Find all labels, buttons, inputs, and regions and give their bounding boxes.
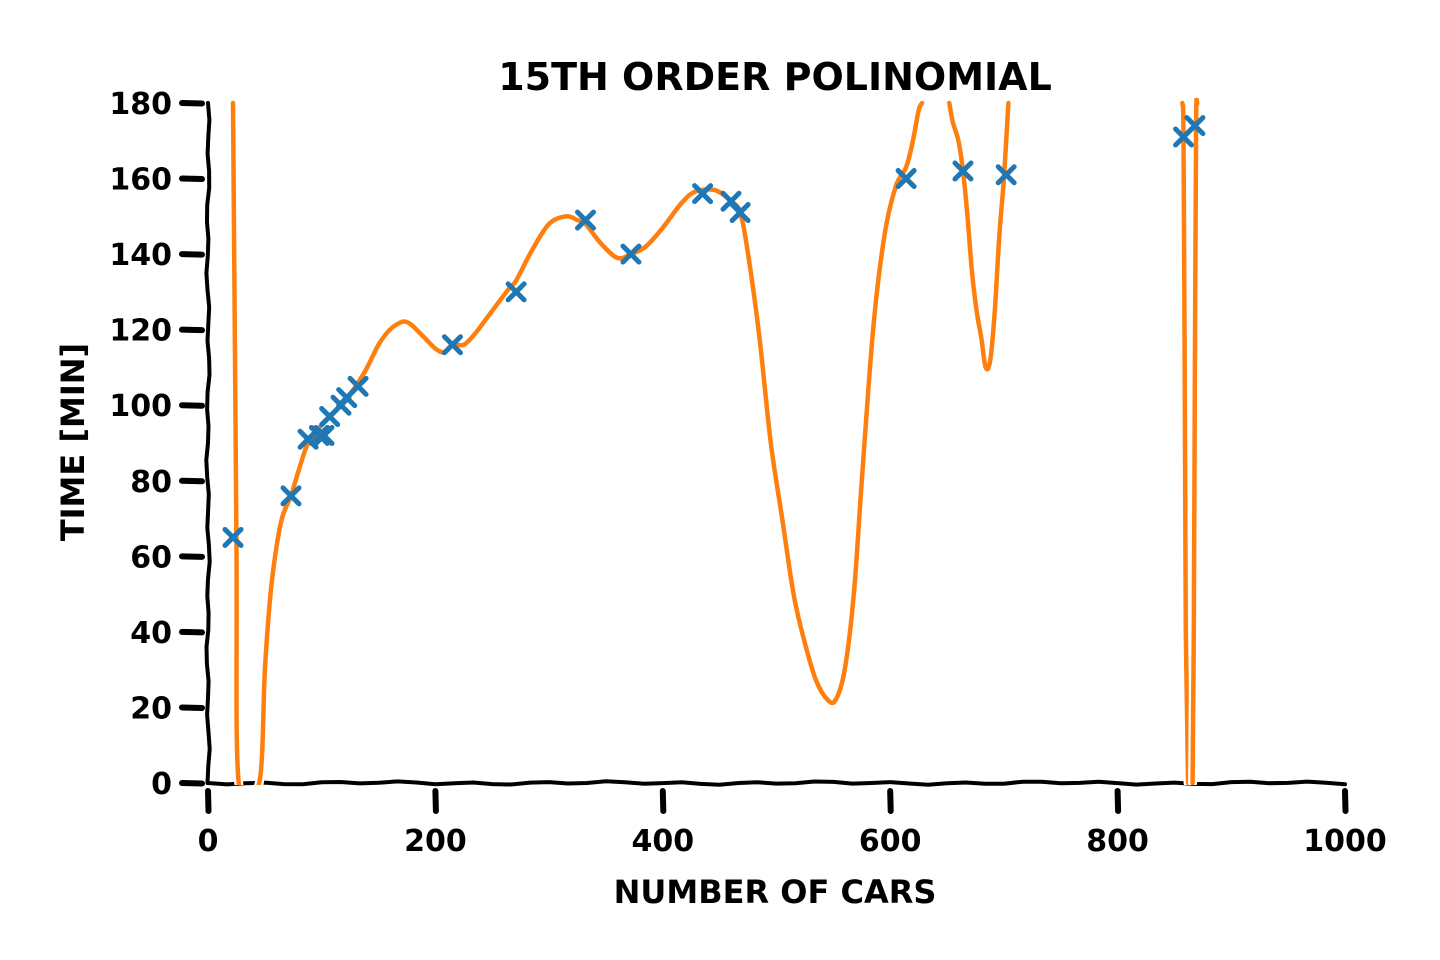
y-tick <box>179 100 205 107</box>
data-point <box>313 424 335 446</box>
y-tick <box>179 628 205 636</box>
point-stroke <box>505 281 527 303</box>
data-point <box>505 281 527 303</box>
y-tick-label: 100 <box>109 389 172 424</box>
data-point <box>620 243 642 265</box>
data-point <box>729 202 751 224</box>
data-point <box>895 168 917 190</box>
point-stroke <box>574 209 596 231</box>
fit-curves <box>228 98 1202 785</box>
point-stroke <box>347 375 369 397</box>
y-tick-label: 140 <box>109 238 172 273</box>
data-points <box>222 115 1206 548</box>
y-tick <box>179 175 205 183</box>
x-tick-label: 200 <box>404 824 467 859</box>
y-axis-line <box>204 101 212 785</box>
x-tick-label: 0 <box>198 824 219 859</box>
y-tick <box>179 326 205 334</box>
point-stroke <box>313 424 335 446</box>
data-point <box>347 375 369 397</box>
x-tick-label: 1000 <box>1303 824 1387 859</box>
x-axis-line <box>206 779 1347 787</box>
data-point <box>692 183 714 205</box>
point-stroke <box>692 183 714 205</box>
data-point <box>280 485 302 507</box>
x-tick <box>205 788 212 814</box>
y-tick <box>179 704 205 711</box>
point-stroke <box>280 485 302 507</box>
point-stroke <box>441 334 463 356</box>
y-axis-label: Time [min] <box>54 343 92 541</box>
chart-labels: 15th Order Polinomial Number of cars Tim… <box>54 55 1052 911</box>
y-tick-label: 60 <box>130 540 172 575</box>
y-tick <box>179 251 205 258</box>
point-stroke <box>895 168 917 190</box>
fit-curve <box>230 100 925 785</box>
y-tick-label: 120 <box>109 314 172 349</box>
y-tick <box>179 780 205 787</box>
point-stroke <box>620 243 642 265</box>
y-tick-label: 80 <box>130 465 172 500</box>
point-stroke <box>308 424 330 446</box>
x-tick <box>1114 788 1122 814</box>
point-stroke <box>1184 115 1206 137</box>
y-tick-label: 180 <box>109 87 172 122</box>
point-stroke <box>222 526 244 548</box>
y-tick <box>179 402 205 409</box>
y-tick-label: 0 <box>151 767 172 802</box>
y-tick-label: 20 <box>130 691 172 726</box>
x-tick <box>1342 788 1349 814</box>
x-tick <box>432 788 439 814</box>
data-point <box>222 526 244 548</box>
data-point <box>441 334 463 356</box>
fit-curve <box>947 100 1011 372</box>
y-tick <box>179 477 205 485</box>
y-tick <box>179 553 205 560</box>
data-point <box>308 424 330 446</box>
data-point <box>574 209 596 231</box>
data-point <box>952 160 974 182</box>
data-point <box>1184 115 1206 137</box>
x-tick-label: 600 <box>859 824 922 859</box>
data-point <box>995 164 1017 186</box>
point-stroke <box>297 428 319 450</box>
y-tick-label: 40 <box>130 616 172 651</box>
chart-title: 15th Order Polinomial <box>498 55 1052 99</box>
x-tick-label: 400 <box>631 824 694 859</box>
point-stroke <box>952 160 974 182</box>
x-tick <box>887 788 894 814</box>
y-tick-label: 160 <box>109 163 172 198</box>
fit-curve-halo <box>228 98 927 785</box>
axes: 0 20 40 60 80 100 120 140 160 180 0 200 400 600 800 100… <box>109 87 1386 859</box>
x-tick <box>659 788 667 814</box>
x-axis-label: Number of cars <box>614 873 937 911</box>
point-stroke <box>995 164 1017 186</box>
point-stroke <box>729 202 751 224</box>
x-tick-label: 800 <box>1086 824 1149 859</box>
point-stroke <box>720 190 742 212</box>
